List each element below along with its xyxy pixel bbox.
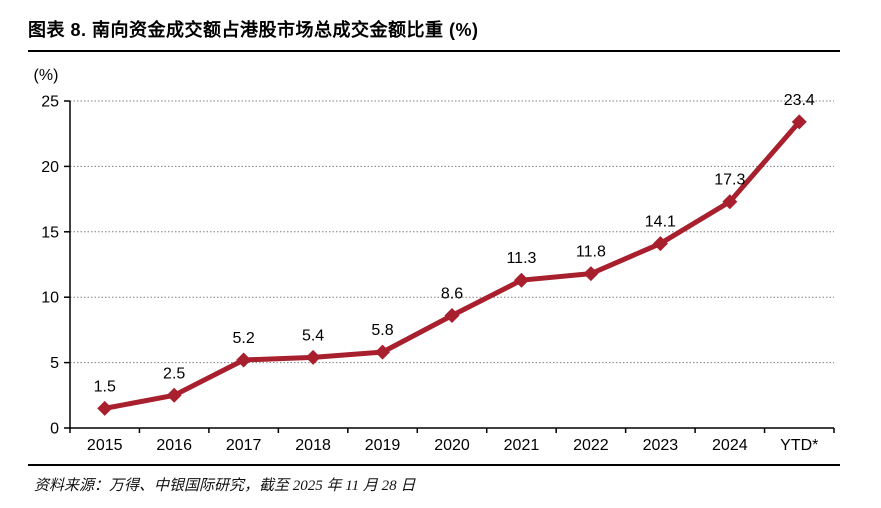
x-tick-label: 2022 [573, 437, 609, 454]
footer-divider-line [28, 464, 840, 466]
x-tick-label: 2019 [365, 437, 401, 454]
data-point-marker [722, 194, 738, 210]
x-tick-label: 2015 [87, 437, 123, 454]
data-point-label: 17.3 [714, 172, 745, 189]
source-note: 资料来源：万得、中银国际研究，截至 2025 年 11 月 28 日 [34, 478, 416, 494]
y-axis-unit-label: (%) [34, 67, 59, 84]
data-point-label: 11.3 [506, 250, 536, 267]
y-tick-label: 20 [41, 159, 59, 176]
data-point-marker [583, 266, 599, 282]
data-point-marker [236, 352, 252, 368]
y-tick-label: 15 [41, 224, 59, 241]
figure-title: 图表 8. 南向资金成交额占港股市场总成交金额比重 (%) [28, 20, 479, 40]
x-tick-label: 2018 [295, 437, 331, 454]
data-point-label: 5.2 [233, 330, 255, 347]
data-point-marker [375, 344, 391, 360]
data-point-label: 2.5 [163, 365, 185, 382]
y-tick-label: 25 [41, 94, 59, 111]
data-point-label: 5.8 [371, 322, 393, 339]
x-tick-label: 2020 [434, 437, 470, 454]
x-tick-label: 2016 [156, 437, 192, 454]
data-point-label: 8.6 [441, 286, 463, 303]
y-tick-label: 10 [41, 290, 59, 307]
y-tick-label: 5 [50, 355, 59, 372]
data-point-marker [791, 114, 807, 130]
data-line [102, 119, 802, 411]
x-tick-label: 2017 [226, 437, 262, 454]
data-point-marker [305, 349, 321, 365]
x-tick-label: 2021 [504, 437, 540, 454]
x-tick-label: 2024 [712, 437, 748, 454]
data-point-marker [652, 236, 668, 252]
data-point-marker [444, 308, 460, 324]
data-point-marker [166, 387, 182, 403]
data-point-marker [97, 400, 113, 416]
x-tick-label: 2023 [643, 437, 679, 454]
data-point-label: 5.4 [302, 327, 324, 344]
x-tick-label: YTD* [780, 437, 818, 454]
data-point-label: 1.5 [94, 378, 116, 395]
data-point-marker [513, 272, 529, 288]
title-divider-line [28, 50, 840, 52]
y-tick-label: 0 [50, 421, 59, 438]
data-point-label: 11.8 [576, 244, 606, 261]
data-point-label: 14.1 [645, 214, 676, 231]
line-chart-svg: 0 5 10 15 20 25 2015 2016 2017 2018 2019 2020 2021 20… [34, 67, 835, 454]
data-point-label: 23.4 [784, 92, 815, 109]
